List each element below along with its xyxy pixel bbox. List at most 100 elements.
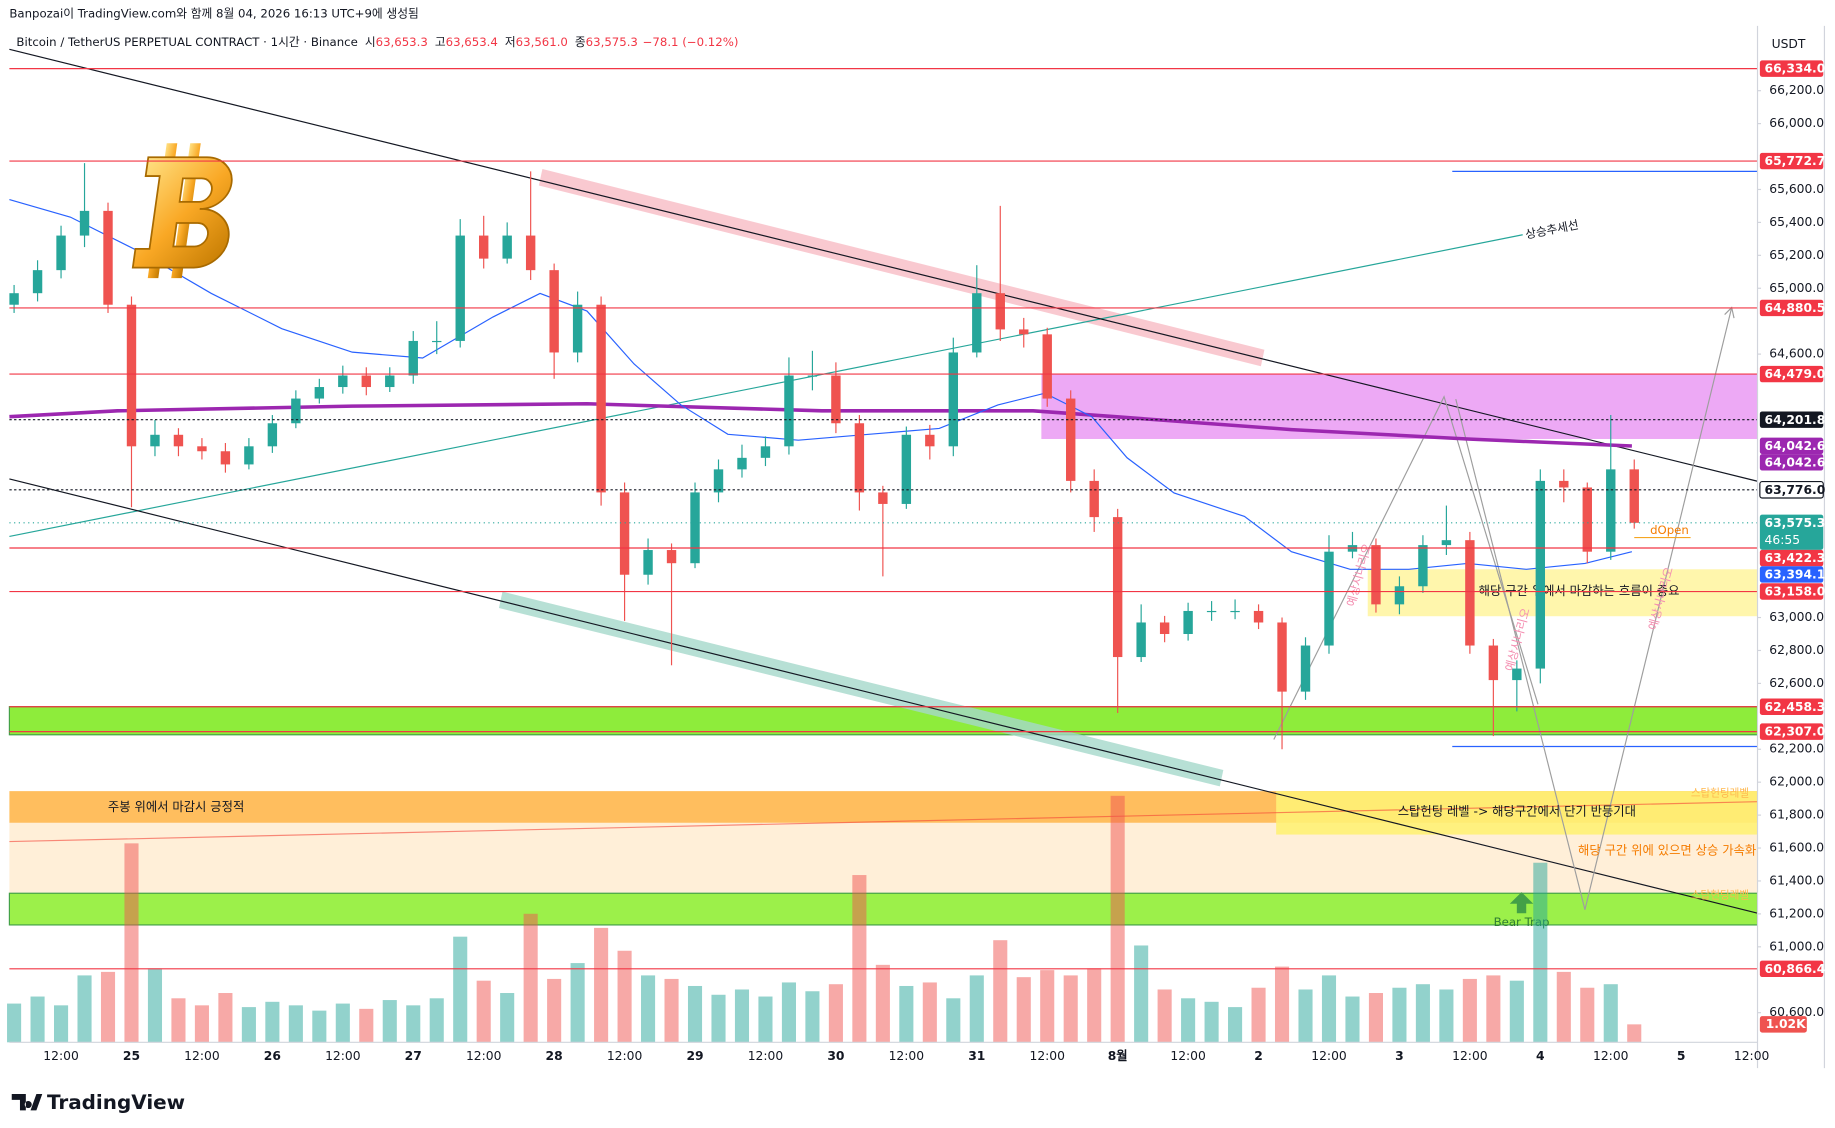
candle-body bbox=[1019, 329, 1029, 335]
candle-body bbox=[1324, 551, 1334, 646]
volume-bar bbox=[1580, 987, 1595, 1043]
ohlc-value: 63,575.3 bbox=[586, 35, 638, 49]
volume-tag-label: 1.02K bbox=[1766, 1017, 1806, 1031]
candle-body bbox=[361, 375, 371, 388]
y-tick-label: 61,800.0 bbox=[1769, 808, 1824, 822]
candle-body bbox=[220, 451, 231, 465]
candle-body bbox=[455, 235, 465, 341]
candle-body bbox=[549, 270, 559, 353]
candle-body bbox=[1042, 334, 1052, 399]
candle-body bbox=[1066, 398, 1076, 481]
ohlc-prefix: 종 bbox=[575, 35, 586, 49]
volume-bar bbox=[687, 985, 703, 1043]
x-tick-label: 12:00 bbox=[889, 1049, 925, 1063]
price-tag-label: 66,334.0 bbox=[1765, 62, 1826, 76]
price-tag-label: 63,776.0 bbox=[1765, 483, 1826, 497]
price-tag bbox=[1759, 583, 1824, 600]
volume-bar bbox=[617, 950, 632, 1043]
y-tick-label: 62,800.0 bbox=[1769, 643, 1824, 657]
volume-bar bbox=[523, 913, 538, 1043]
x-tick-label: 12:00 bbox=[466, 1049, 502, 1063]
candle-body bbox=[1183, 610, 1193, 635]
volume-bar bbox=[1110, 795, 1125, 1043]
y-tick-label: 61,600.0 bbox=[1769, 841, 1824, 855]
volume-bar bbox=[781, 982, 796, 1043]
volume-bar bbox=[1274, 966, 1290, 1043]
x-tick-label: 12:00 bbox=[43, 1049, 79, 1063]
volume-bar bbox=[711, 994, 726, 1043]
price-tag bbox=[1759, 723, 1824, 740]
x-tick-label: 25 bbox=[123, 1049, 140, 1063]
candle-body bbox=[173, 434, 184, 447]
volume-bar bbox=[547, 978, 562, 1043]
price-tag bbox=[1759, 549, 1824, 567]
logo-icon bbox=[11, 1093, 43, 1111]
candle-body bbox=[713, 469, 724, 493]
y-tick-label: 66,000.0 bbox=[1769, 116, 1824, 130]
ohlc-value: 63,653.3 bbox=[376, 35, 428, 49]
ohlc-value: 63,653.4 bbox=[446, 35, 498, 49]
candle-body bbox=[1582, 487, 1592, 552]
candle-body bbox=[831, 375, 841, 424]
price-tag bbox=[1759, 299, 1824, 317]
trend-line bbox=[9, 478, 1758, 914]
y-tick-label: 61,200.0 bbox=[1769, 906, 1824, 920]
candle-body bbox=[408, 340, 418, 376]
annotation: 스탑헌팅레벨 bbox=[1691, 890, 1749, 902]
zone bbox=[8, 706, 1759, 736]
y-tick-label: 63,000.0 bbox=[1769, 610, 1824, 624]
candle-body bbox=[737, 457, 747, 470]
price-tag bbox=[1759, 152, 1824, 170]
candle-body bbox=[314, 387, 325, 399]
ohlc-value: 63,561.0 bbox=[516, 35, 568, 49]
volume-bar bbox=[171, 998, 186, 1043]
price-tag-label: 65,772.7 bbox=[1765, 154, 1826, 168]
candle-body bbox=[385, 375, 395, 388]
volume-bar bbox=[1181, 998, 1196, 1043]
volume-bar bbox=[1204, 1001, 1219, 1043]
candle-body bbox=[1535, 480, 1546, 669]
x-tick-label: 12:00 bbox=[1170, 1049, 1206, 1063]
y-tick-label: 65,400.0 bbox=[1769, 215, 1824, 229]
candle-body bbox=[690, 492, 700, 564]
volume-bar bbox=[476, 980, 491, 1043]
price-tag bbox=[1759, 566, 1824, 583]
header: Banpozai이 TradingView.com와 함께 8월 04, 202… bbox=[9, 7, 418, 21]
candle-body bbox=[572, 304, 583, 353]
annotation: 주봉 위에서 마감시 긍정적 bbox=[108, 800, 244, 814]
x-tick-label: 12:00 bbox=[1311, 1049, 1347, 1063]
y-tick-label: 66,200.0 bbox=[1769, 83, 1824, 97]
candle-body bbox=[1112, 517, 1123, 658]
channel-band bbox=[538, 169, 1265, 367]
volume-bar bbox=[1087, 968, 1102, 1043]
candle-body bbox=[479, 235, 489, 259]
volume-bar bbox=[500, 993, 515, 1043]
volume-bar bbox=[852, 875, 867, 1043]
price-tag bbox=[1759, 960, 1824, 978]
price-tag-label: 64,042.6 bbox=[1765, 455, 1826, 469]
channel-band bbox=[498, 591, 1224, 787]
y-tick-label: 60,600.0 bbox=[1769, 1005, 1824, 1019]
x-tick-label: 31 bbox=[968, 1049, 985, 1063]
volume-bar bbox=[1439, 989, 1454, 1043]
scenario-path bbox=[1455, 307, 1733, 910]
ohlc-prefix: 고 bbox=[435, 35, 446, 49]
annotation: 스탑헌팅 레벨 -> 해당구간에서 단기 반등기대 bbox=[1398, 805, 1636, 819]
volume-bar bbox=[241, 1007, 256, 1043]
candle-body bbox=[432, 340, 442, 343]
y-tick-label: 65,000.0 bbox=[1769, 281, 1824, 295]
zone bbox=[1276, 791, 1758, 835]
price-tag-label: 64,201.8 bbox=[1765, 413, 1826, 427]
price-tag-label: 64,042.6 bbox=[1765, 439, 1826, 453]
x-tick-label: 12:00 bbox=[1029, 1049, 1065, 1063]
candle-body bbox=[1465, 540, 1475, 646]
candle-body bbox=[9, 293, 19, 305]
volume-bar bbox=[1627, 1024, 1642, 1043]
volume-bar bbox=[1298, 989, 1313, 1043]
candle-body bbox=[291, 398, 301, 424]
y-tick-label: 61,000.0 bbox=[1769, 939, 1824, 953]
y-tick-label: 61,400.0 bbox=[1769, 873, 1824, 887]
volume-bar bbox=[288, 1005, 303, 1043]
x-tick-label: 8월 bbox=[1108, 1048, 1128, 1063]
